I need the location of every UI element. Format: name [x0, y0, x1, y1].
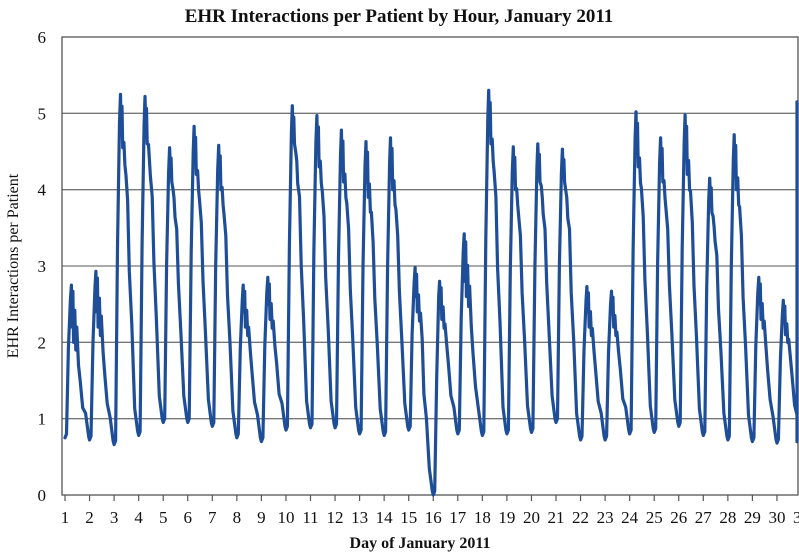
x-tick-label: 6: [184, 508, 193, 527]
x-tick-label: 23: [597, 508, 614, 527]
x-tick-label: 1: [61, 508, 70, 527]
x-tick-label: 15: [400, 508, 417, 527]
x-tick-label: 31: [793, 508, 799, 527]
chart-title: EHR Interactions per Patient by Hour, Ja…: [185, 6, 614, 27]
x-tick-label: 21: [548, 508, 565, 527]
y-tick-label: 1: [38, 410, 47, 429]
y-axis-ticks: 0 1 2 3 4 5 6: [38, 28, 47, 505]
x-tick-label: 14: [376, 508, 394, 527]
x-tick-label: 19: [498, 508, 515, 527]
x-tick-label: 3: [110, 508, 119, 527]
x-tick-label: 29: [744, 508, 761, 527]
x-tick-label: 25: [646, 508, 663, 527]
y-tick-label: 0: [38, 486, 47, 505]
y-tick-label: 4: [38, 181, 47, 200]
x-tick-label: 18: [474, 508, 491, 527]
x-tick-label: 22: [572, 508, 589, 527]
x-axis-title: Day of January 2011: [350, 535, 491, 552]
y-tick-label: 5: [38, 104, 47, 123]
x-tick-label: 17: [449, 508, 467, 527]
x-tick-label: 24: [621, 508, 639, 527]
grid-lines: [62, 112, 798, 420]
x-axis-ticks: 1 2 3 4 5 6 7 8 9 10 11 12 13 14 15 16 17 18 19 20 21 22 23 24 2…: [61, 495, 799, 527]
y-tick-label: 2: [38, 333, 47, 352]
x-tick-label: 12: [327, 508, 344, 527]
x-tick-label: 26: [670, 508, 687, 527]
x-tick-label: 11: [302, 508, 318, 527]
x-tick-label: 8: [233, 508, 242, 527]
x-tick-label: 4: [134, 508, 143, 527]
x-tick-label: 5: [159, 508, 168, 527]
y-axis-title: EHR Interactions per Patient: [5, 173, 22, 358]
series-line-ehr-interactions: [63, 88, 799, 497]
y-tick-label: 6: [38, 28, 47, 47]
x-tick-label: 16: [425, 508, 442, 527]
x-tick-label: 2: [85, 508, 94, 527]
x-tick-label: 27: [695, 508, 713, 527]
x-tick-label: 30: [768, 508, 785, 527]
y-tick-label: 3: [38, 257, 47, 276]
x-tick-label: 13: [351, 508, 368, 527]
x-tick-label: 7: [208, 508, 217, 527]
x-tick-label: 10: [277, 508, 294, 527]
x-tick-label: 28: [719, 508, 736, 527]
x-tick-label: 9: [257, 508, 266, 527]
x-tick-label: 20: [523, 508, 540, 527]
